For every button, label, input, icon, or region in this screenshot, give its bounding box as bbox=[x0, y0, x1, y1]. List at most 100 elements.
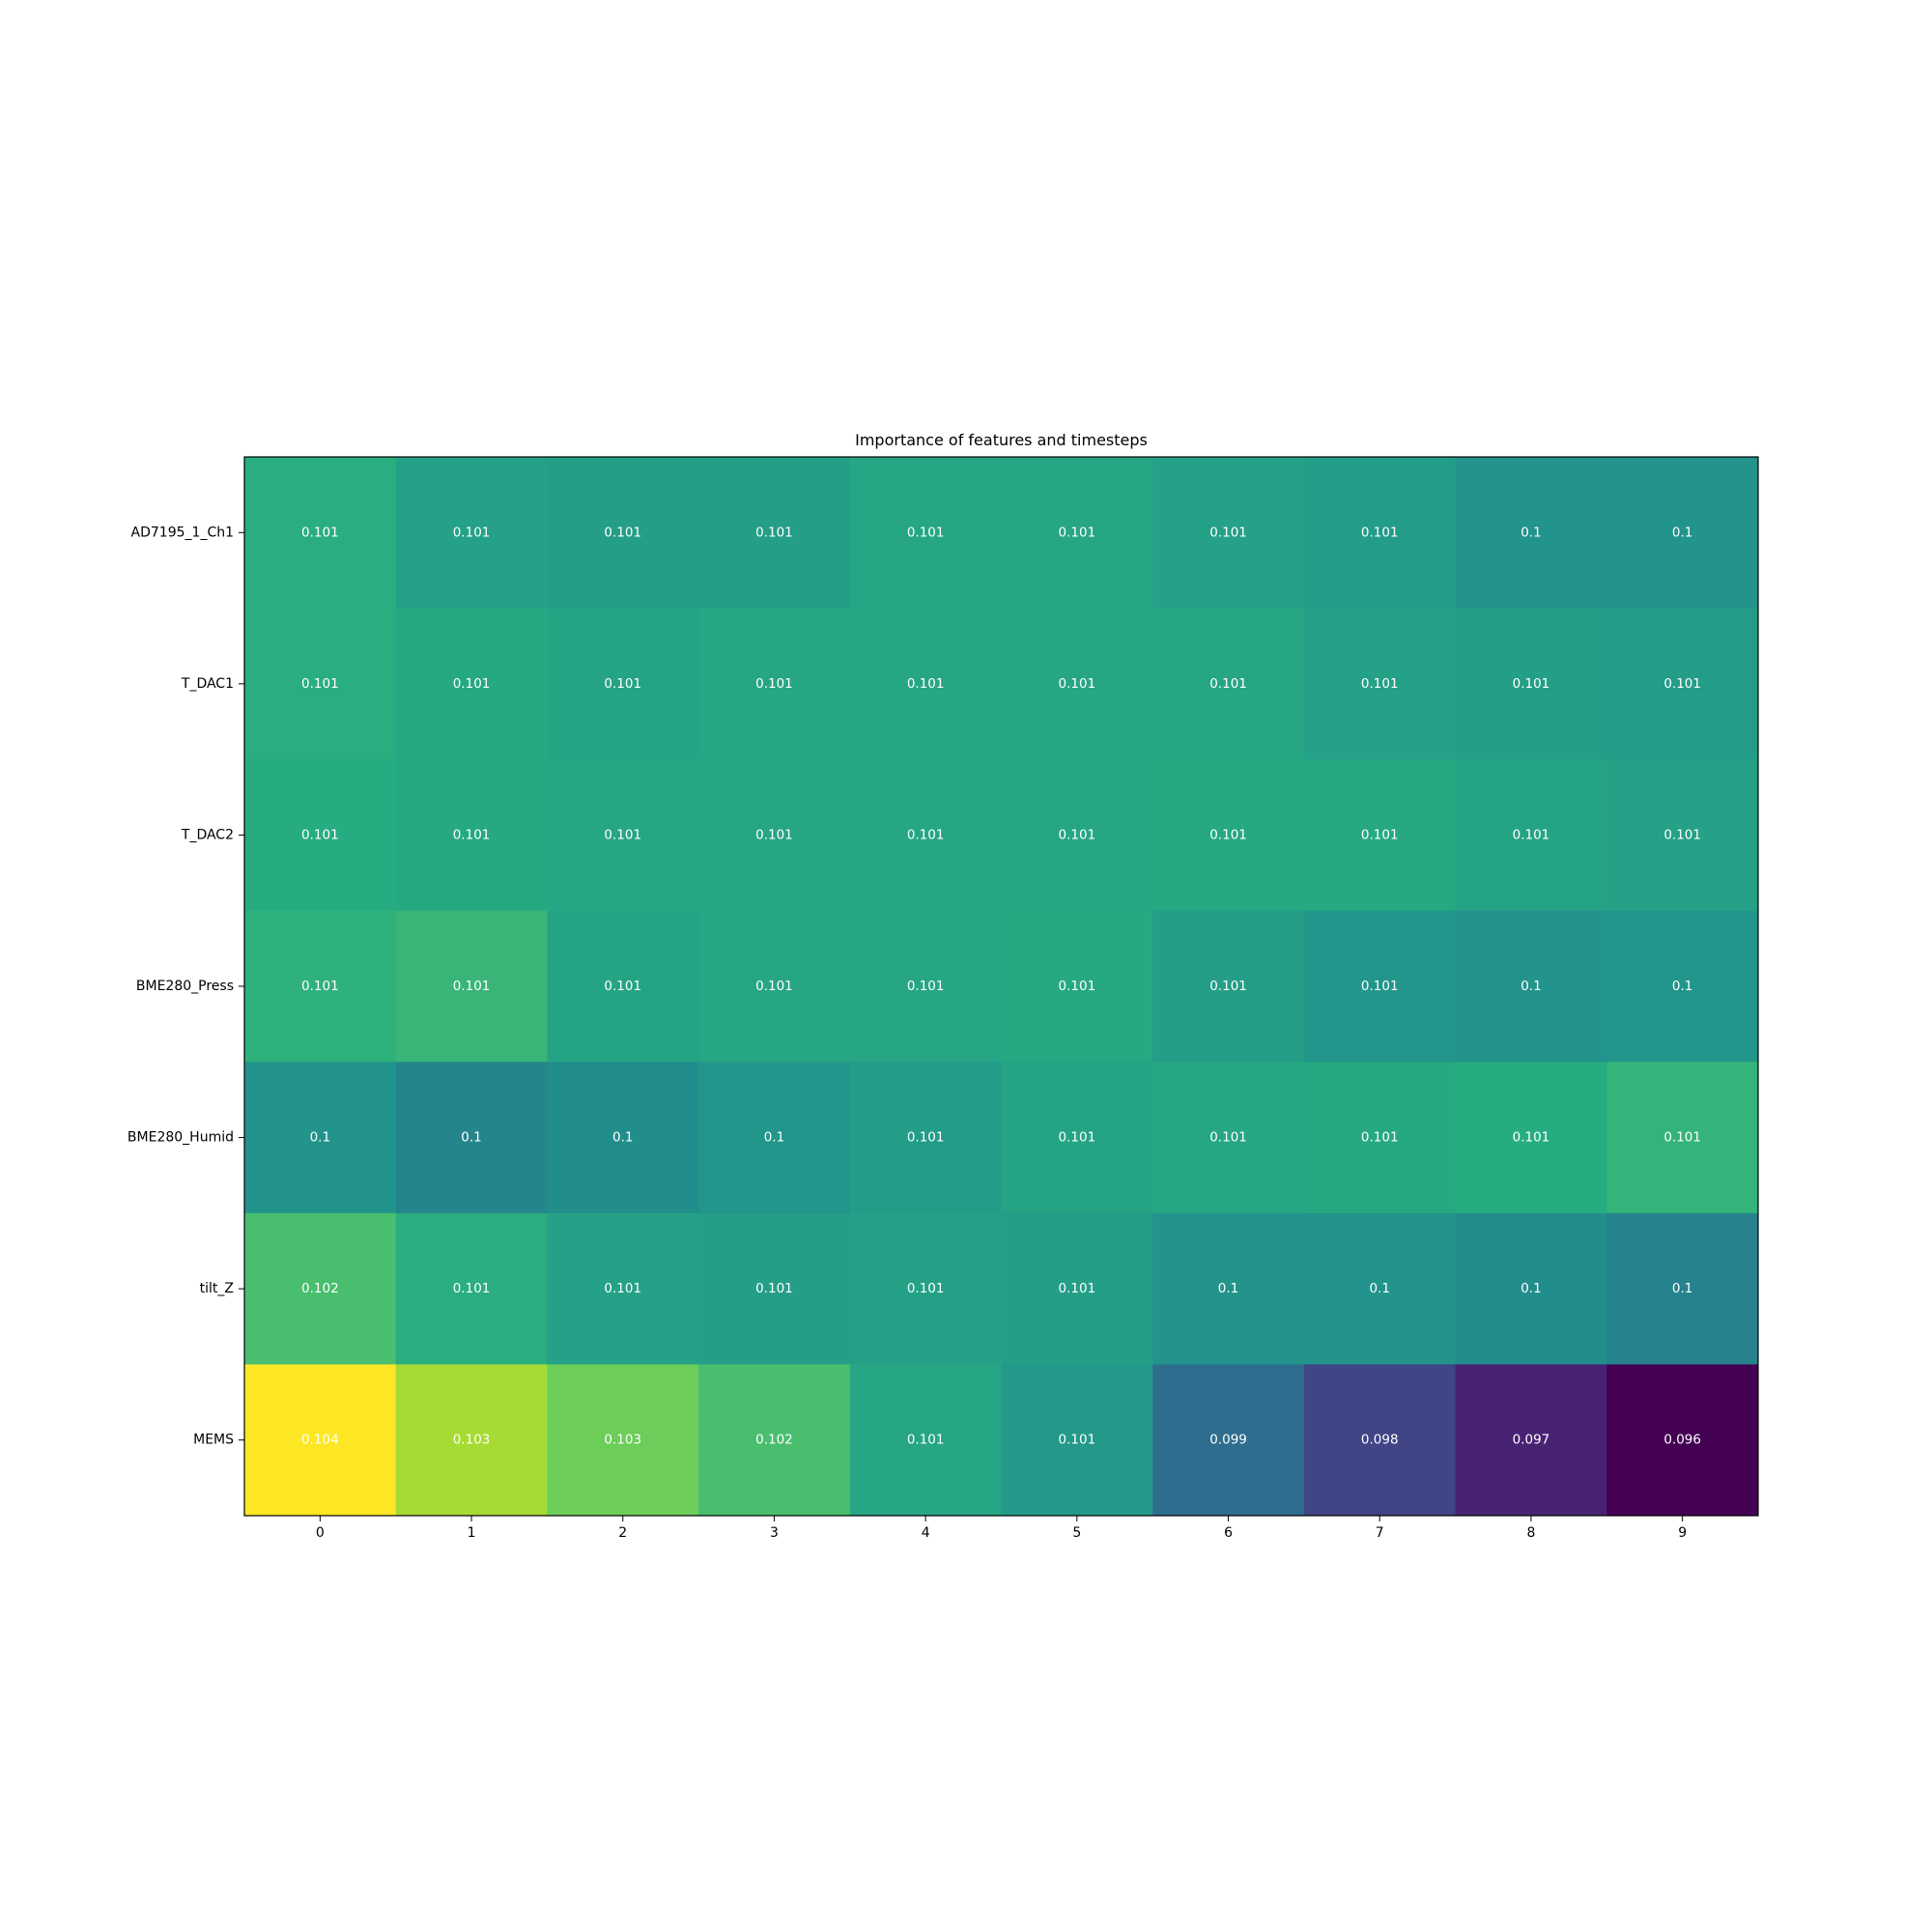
x-tick-label: 0 bbox=[316, 1525, 325, 1541]
cell-value-label: 0.101 bbox=[1209, 1130, 1247, 1146]
cell-value-label: 0.103 bbox=[453, 1433, 491, 1448]
x-tick-label: 5 bbox=[1072, 1525, 1081, 1541]
x-tick-label: 9 bbox=[1678, 1525, 1687, 1541]
heatmap-cell bbox=[1152, 608, 1305, 760]
cell-value-label: 0.101 bbox=[755, 979, 793, 994]
cell-value-label: 0.101 bbox=[907, 1281, 945, 1296]
heatmap-cell bbox=[698, 608, 851, 760]
heatmap-cell bbox=[1606, 910, 1759, 1063]
heatmap-cell bbox=[547, 759, 699, 912]
heatmap-cell bbox=[1455, 910, 1607, 1063]
heatmap-cell bbox=[849, 1062, 1002, 1214]
heatmap-cell bbox=[244, 608, 397, 760]
heatmap-cell bbox=[1152, 1212, 1305, 1365]
cell-value-label: 0.101 bbox=[1209, 979, 1247, 994]
cell-value-label: 0.101 bbox=[755, 827, 793, 842]
cell-value-label: 0.102 bbox=[301, 1281, 339, 1296]
cell-value-label: 0.101 bbox=[301, 979, 339, 994]
heatmap-cell bbox=[1303, 457, 1457, 610]
cell-value-label: 0.101 bbox=[604, 1281, 641, 1296]
heatmap-cell bbox=[1303, 1212, 1457, 1365]
heatmap-cell bbox=[1001, 759, 1153, 912]
cell-value-label: 0.101 bbox=[301, 676, 339, 692]
cell-value-label: 0.101 bbox=[1059, 827, 1096, 842]
cell-value-label: 0.1 bbox=[612, 1130, 633, 1146]
heatmap-cell bbox=[1455, 1212, 1607, 1365]
cell-value-label: 0.101 bbox=[907, 525, 945, 540]
x-tick-label: 6 bbox=[1224, 1525, 1233, 1541]
cell-value-label: 0.1 bbox=[310, 1130, 330, 1146]
heatmap-cell bbox=[244, 1062, 397, 1214]
heatmap-cell bbox=[395, 608, 548, 760]
cell-value-label: 0.101 bbox=[604, 979, 641, 994]
y-tick-label: MEMS bbox=[193, 1433, 234, 1448]
cell-value-label: 0.101 bbox=[1059, 1433, 1096, 1448]
cell-value-label: 0.101 bbox=[301, 525, 339, 540]
cell-value-label: 0.101 bbox=[1361, 827, 1399, 842]
heatmap-cell bbox=[698, 1212, 851, 1365]
cell-value-label: 0.101 bbox=[907, 979, 945, 994]
heatmap-cell bbox=[1455, 1062, 1607, 1214]
y-tick-label: T_DAC2 bbox=[181, 827, 234, 842]
cell-value-label: 0.101 bbox=[604, 827, 641, 842]
cell-value-label: 0.101 bbox=[1059, 676, 1096, 692]
cell-value-label: 0.1 bbox=[1520, 979, 1541, 994]
cell-value-label: 0.101 bbox=[1513, 827, 1550, 842]
cell-value-label: 0.101 bbox=[1663, 827, 1701, 842]
heatmap-cell bbox=[547, 910, 699, 1063]
cell-value-label: 0.101 bbox=[907, 676, 945, 692]
heatmap-cell bbox=[1152, 759, 1305, 912]
cell-value-label: 0.101 bbox=[755, 525, 793, 540]
heatmap-cell bbox=[395, 1062, 548, 1214]
cell-value-label: 0.102 bbox=[755, 1433, 793, 1448]
heatmap-cell bbox=[1001, 1364, 1153, 1517]
heatmap-cell bbox=[1303, 910, 1457, 1063]
heatmap-cell bbox=[1152, 457, 1305, 610]
cell-value-label: 0.101 bbox=[1209, 525, 1247, 540]
cell-value-label: 0.1 bbox=[1370, 1281, 1390, 1296]
cell-value-label: 0.101 bbox=[907, 1130, 945, 1146]
cell-value-label: 0.101 bbox=[453, 676, 491, 692]
x-tick-label: 1 bbox=[468, 1525, 476, 1541]
cell-value-label: 0.101 bbox=[301, 827, 339, 842]
cell-value-label: 0.103 bbox=[604, 1433, 641, 1448]
cell-value-label: 0.101 bbox=[1059, 525, 1096, 540]
cell-value-label: 0.101 bbox=[1209, 827, 1247, 842]
heatmap-cell bbox=[849, 1364, 1002, 1517]
heatmap-cell bbox=[1303, 1364, 1457, 1517]
heatmap-cell bbox=[547, 1062, 699, 1214]
heatmap-cell bbox=[244, 759, 397, 912]
cell-value-label: 0.1 bbox=[1672, 979, 1692, 994]
y-tick-label: AD7195_1_Ch1 bbox=[131, 525, 234, 540]
heatmap-cell bbox=[395, 1364, 548, 1517]
cell-value-label: 0.096 bbox=[1663, 1433, 1701, 1448]
heatmap-cell bbox=[698, 910, 851, 1063]
x-tick-label: 3 bbox=[770, 1525, 779, 1541]
cell-value-label: 0.101 bbox=[1513, 676, 1550, 692]
x-axis: 0 1 2 3 4 5 6 7 8 9 bbox=[316, 1516, 1687, 1541]
heatmap-cell bbox=[395, 759, 548, 912]
heatmap-cell bbox=[849, 910, 1002, 1063]
cell-value-label: 0.098 bbox=[1361, 1433, 1399, 1448]
x-tick-label: 4 bbox=[922, 1525, 930, 1541]
cell-value-label: 0.1 bbox=[1520, 525, 1541, 540]
chart-title: Importance of features and timesteps bbox=[855, 431, 1148, 449]
y-tick-label: T_DAC1 bbox=[181, 676, 234, 692]
heatmap-cell bbox=[1606, 759, 1759, 912]
heatmap-cell bbox=[547, 457, 699, 610]
cell-value-label: 0.101 bbox=[1513, 1130, 1550, 1146]
heatmap-cell bbox=[698, 1062, 851, 1214]
heatmap-cell bbox=[849, 1212, 1002, 1365]
cell-value-label: 0.101 bbox=[453, 979, 491, 994]
heatmap-cell bbox=[244, 1364, 397, 1517]
cell-value-label: 0.1 bbox=[1672, 1281, 1692, 1296]
heatmap-cell bbox=[1001, 910, 1153, 1063]
cell-value-label: 0.104 bbox=[301, 1433, 339, 1448]
heatmap-cell bbox=[547, 1364, 699, 1517]
heatmap-cell bbox=[244, 910, 397, 1063]
cell-value-label: 0.101 bbox=[604, 676, 641, 692]
heatmap-cell bbox=[1152, 1364, 1305, 1517]
heatmap-cell bbox=[244, 1212, 397, 1365]
cell-value-label: 0.101 bbox=[755, 676, 793, 692]
heatmap-cell bbox=[1303, 1062, 1457, 1214]
